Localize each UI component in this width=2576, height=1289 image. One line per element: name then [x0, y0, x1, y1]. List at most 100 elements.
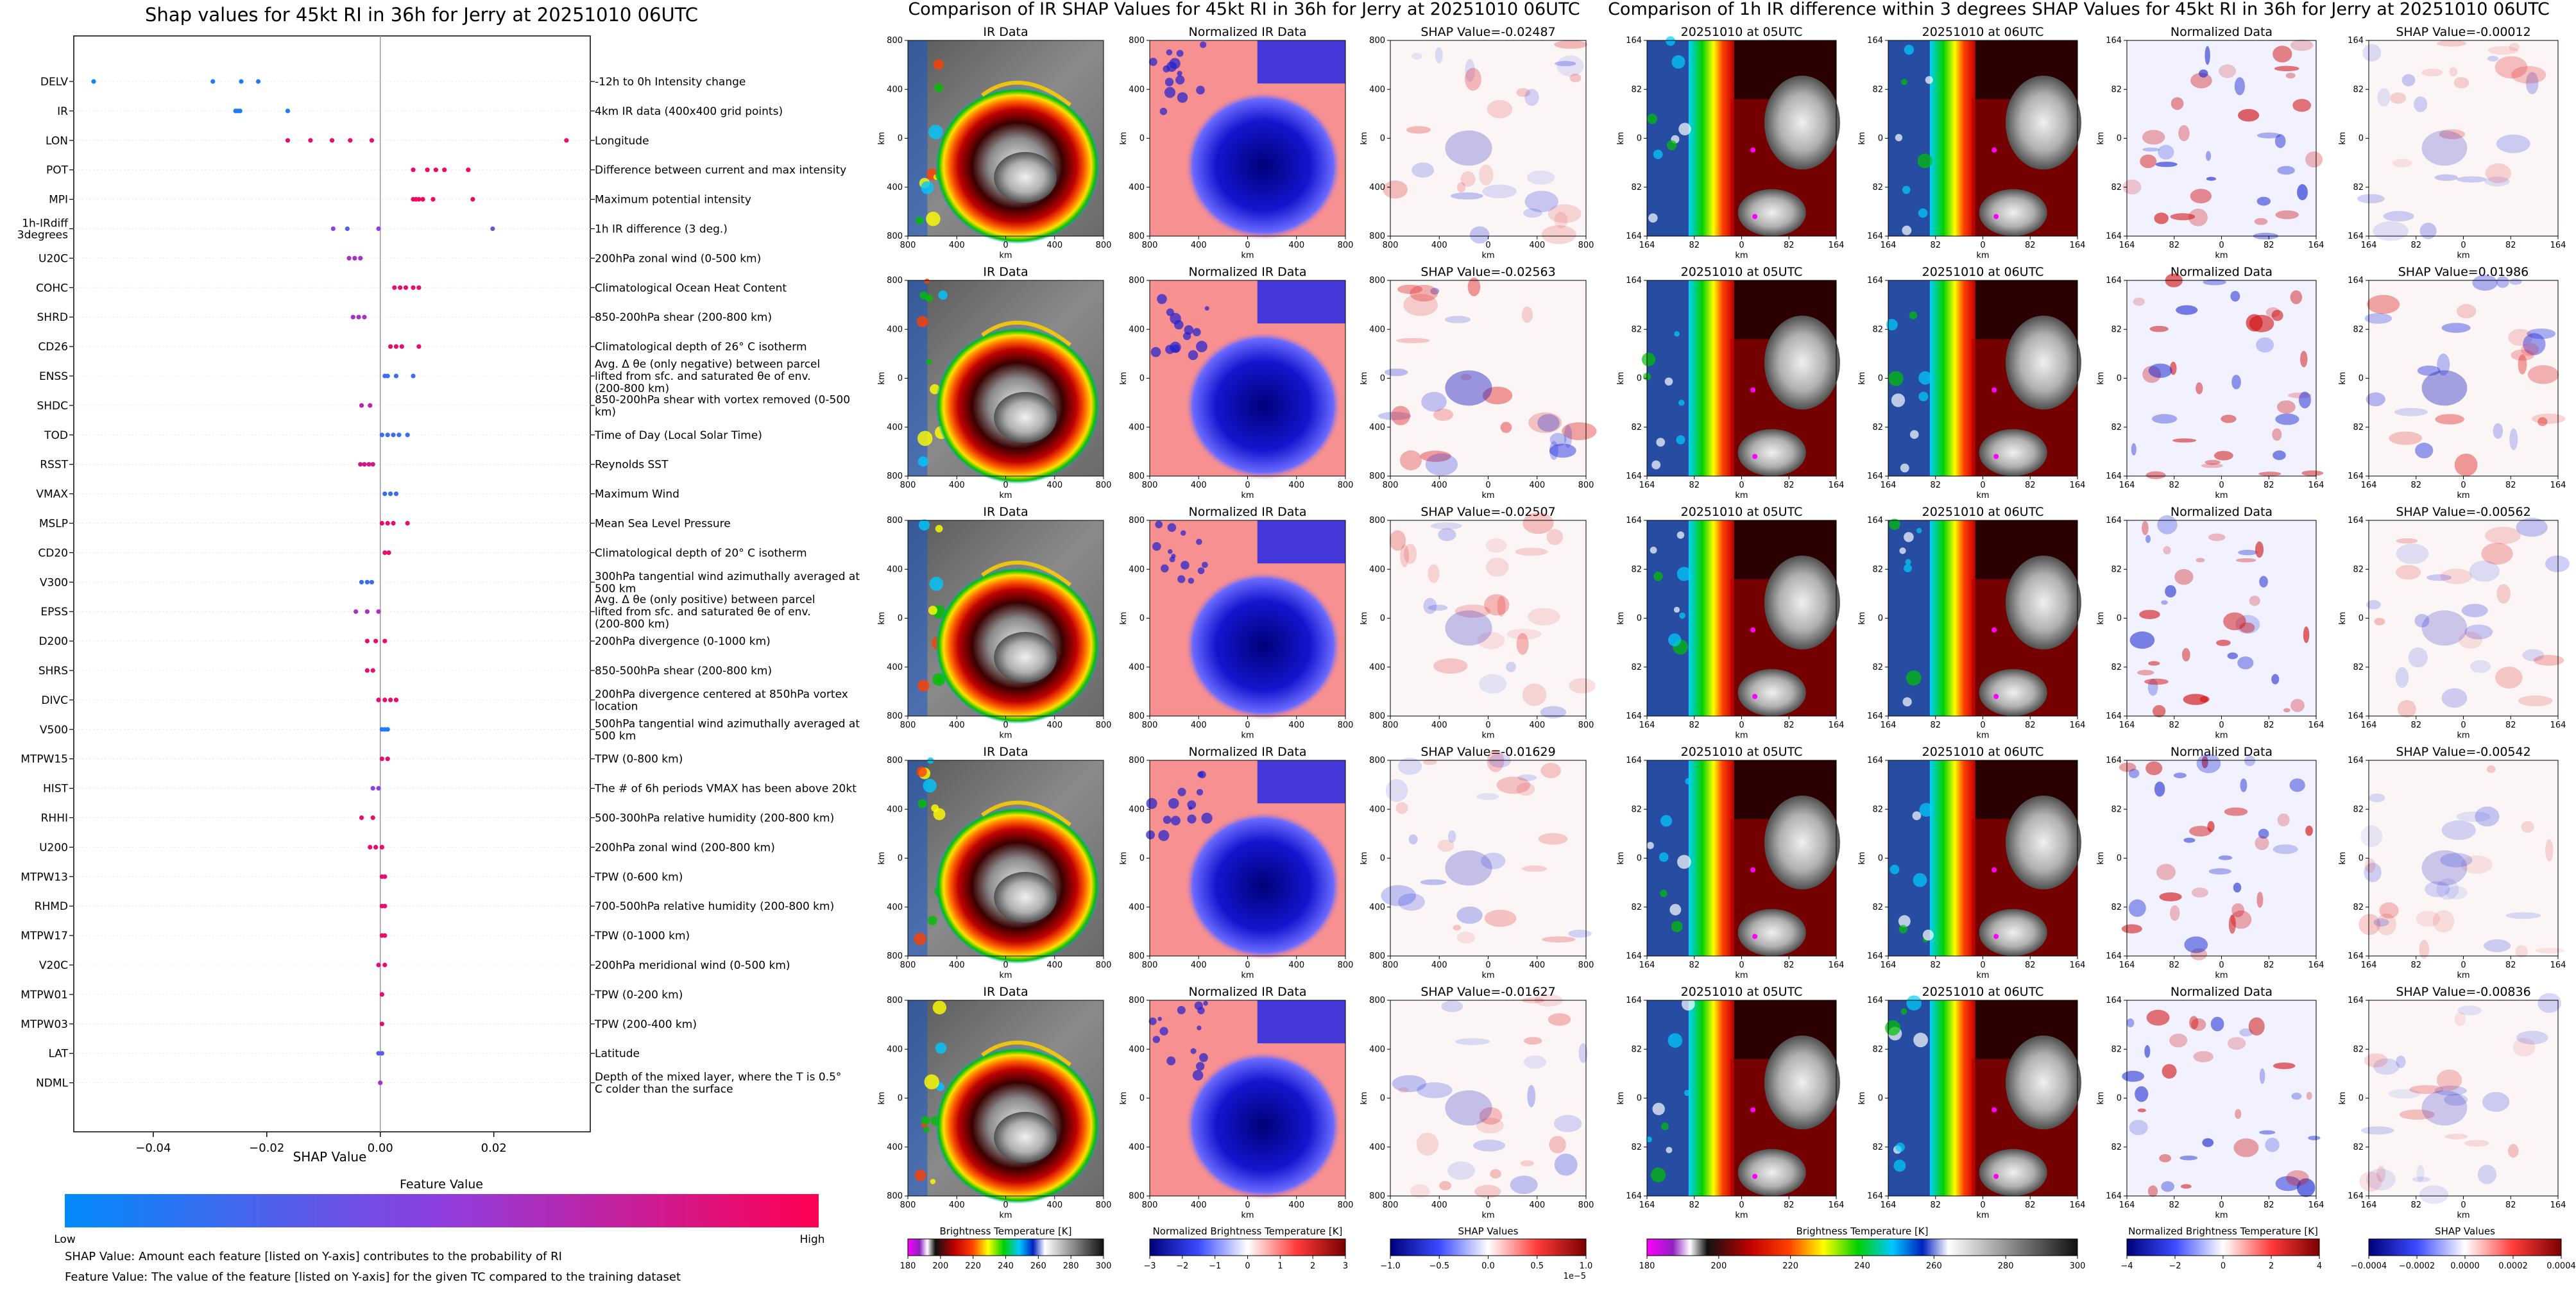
shap-blob: [2408, 647, 2428, 668]
diff-norm-blob: [2121, 924, 2142, 934]
shap-point: [385, 520, 390, 526]
colorbar-tick-label: 0.0000: [2450, 1261, 2480, 1271]
note-shap-value: SHAP Value: Amount each feature [listed …: [65, 1250, 562, 1263]
shap-point: [358, 255, 363, 260]
y-tick-label: 82: [2353, 183, 2364, 192]
diff-ir-eye-2: [1993, 214, 1999, 219]
diff-ir-eye-2: [1752, 1174, 1758, 1179]
norm-cell: [1175, 75, 1185, 85]
shap-blob: [1398, 1087, 1409, 1093]
diff-ir-cell: [1666, 1147, 1673, 1154]
x-tick-label: 0: [2219, 481, 2224, 490]
diff-norm-blob: [2196, 753, 2221, 773]
shap-point: [385, 727, 390, 732]
x-tick-label: 164: [1639, 960, 1655, 970]
shap-blob: [2521, 821, 2534, 833]
diff-norm-blob: [2189, 826, 2212, 837]
shap-blob: [1496, 776, 1531, 794]
diff-ir-eye-2: [1993, 454, 1999, 459]
colorbar: [1149, 1238, 1346, 1256]
ir-cloud-cell: [935, 1042, 947, 1054]
feature-name: MTPW17: [21, 930, 68, 943]
y-tick-label: 400: [1129, 325, 1145, 334]
y-tick-label: 800: [1369, 472, 1385, 481]
diff-norm-blob: [2142, 130, 2165, 145]
colorbar-tick-label: −3: [1143, 1261, 1156, 1271]
y-tick-label: 82: [1631, 183, 1642, 192]
x-axis-label: km: [1481, 251, 1494, 260]
feature-description: Avg. Δ θe (only positive) between parcel: [595, 593, 815, 606]
y-tick-label: 800: [887, 232, 903, 241]
panel-title: IR Data: [983, 985, 1028, 999]
shap-point: [255, 79, 261, 84]
feature-name: DIVC: [41, 694, 68, 707]
shap-blob: [2516, 1030, 2548, 1045]
y-tick-label: 800: [1369, 36, 1385, 46]
diff-norm-blob: [2137, 670, 2154, 676]
diff-ir-eye: [1992, 867, 1997, 873]
diff-ir-eye: [1992, 147, 1997, 153]
ir-cloud-cell: [933, 59, 944, 70]
y-tick-label: 800: [1369, 756, 1385, 765]
diff-norm-blob: [2308, 1136, 2321, 1141]
ir-cloud-cell: [915, 216, 924, 225]
x-tick-label: 800: [1338, 481, 1354, 490]
x-axis-label: km: [2215, 971, 2228, 980]
diff-norm-blob: [2283, 708, 2290, 713]
shap-point: [373, 844, 379, 849]
y-tick-label: 0: [1878, 374, 1883, 384]
y-tick-label: 82: [1631, 663, 1642, 672]
x-tick-label: 164: [2308, 1200, 2324, 1210]
feature-name: IR: [57, 105, 68, 118]
shap-blob: [1447, 1161, 1476, 1180]
diff-norm-blob: [2145, 761, 2163, 776]
diff-ir-left: [1647, 40, 1689, 236]
shap-blob: [1397, 757, 1422, 775]
norm-cell: [1166, 49, 1173, 56]
shap-point: [420, 197, 425, 202]
y-tick-label: 800: [1129, 36, 1145, 46]
shap-blob: [2414, 96, 2428, 112]
diff-norm-blob: [2233, 882, 2242, 893]
shap-point: [379, 844, 384, 849]
shap-blob: [1421, 391, 1447, 412]
diff-norm-blob: [2148, 363, 2172, 378]
shap-blob: [2399, 1109, 2435, 1120]
x-tick-label: 400: [1046, 721, 1062, 730]
y-tick-label: 164: [2106, 756, 2122, 765]
diff-norm-blob: [2147, 1185, 2158, 1197]
shap-blob: [1540, 706, 1567, 719]
x-tick-label: 0: [1739, 241, 1744, 250]
norm-cell: [1157, 1016, 1162, 1021]
colorbar-tick-label: −2: [1176, 1261, 1188, 1271]
shap-blob: [2390, 92, 2407, 104]
colorbar-tick-label: −0.0002: [2399, 1261, 2435, 1271]
y-tick-label: 400: [887, 663, 903, 672]
x-tick-label: 0: [1003, 481, 1008, 490]
diff-ir-cell: [1669, 903, 1682, 916]
shap-point: [362, 462, 367, 467]
ir-spiral-band: [981, 800, 1072, 826]
shap-blob: [2366, 1168, 2396, 1191]
feature-description: Maximum potential intensity: [595, 194, 751, 207]
y-tick-label: 400: [1369, 805, 1385, 814]
norm-cell: [1198, 1053, 1208, 1063]
diff-ir-eband: [1688, 760, 1734, 956]
norm-cell: [1169, 58, 1181, 69]
diff-norm-blob: [2161, 1181, 2174, 1192]
shap-blob: [2440, 568, 2473, 585]
shap-point: [433, 167, 438, 173]
shap-point: [358, 462, 363, 467]
diff-ir-cloud-2: [1737, 669, 1806, 716]
shap-point: [379, 1021, 384, 1027]
x-tick-label: 800: [1578, 481, 1594, 490]
ir-cloud-cell: [927, 916, 937, 926]
x-tick-label: 0: [1485, 1200, 1490, 1210]
diff-norm-blob: [2235, 558, 2256, 563]
shap-point: [431, 197, 436, 202]
y-tick-label: 400: [887, 85, 903, 94]
diff-norm-blob: [2162, 1064, 2177, 1079]
diff-norm-blob: [2259, 576, 2268, 588]
